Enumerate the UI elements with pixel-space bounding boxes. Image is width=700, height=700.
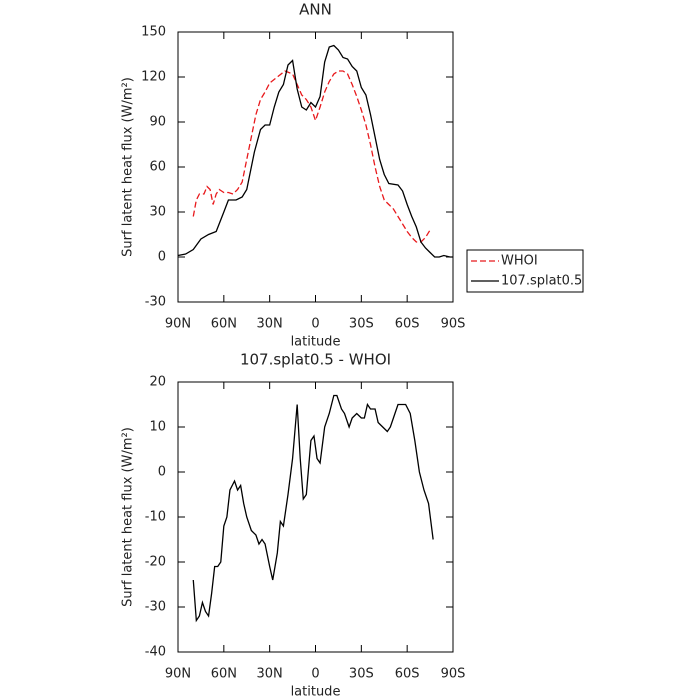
- y-tick-label: -20: [145, 555, 166, 570]
- legend-label: 107.splat0.5: [501, 274, 582, 289]
- data-line: [192, 394, 434, 623]
- y-tick-label: 60: [149, 160, 166, 175]
- x-tick-label: 90N: [165, 317, 191, 332]
- x-tick-label: 30N: [257, 667, 283, 682]
- x-tick-label: 90S: [441, 667, 466, 682]
- y-tick-label: 120: [141, 70, 166, 85]
- data-line: [192, 70, 431, 243]
- y-tick-label: 30: [149, 205, 166, 220]
- y-tick-label: -40: [145, 645, 166, 660]
- x-tick-label: 60N: [211, 317, 237, 332]
- x-tick-label: 30N: [257, 317, 283, 332]
- x-tick-label: 90N: [165, 667, 191, 682]
- y-tick-label: 20: [149, 375, 166, 390]
- y-axis-label: Surf latent heat flux (W/m²): [121, 427, 136, 607]
- x-tick-label: 60S: [395, 317, 420, 332]
- chart-title: ANN: [299, 1, 332, 19]
- legend-box: [466, 249, 584, 293]
- plot-frame: [177, 31, 454, 303]
- y-tick-label: 90: [149, 115, 166, 130]
- x-tick-label: 90S: [441, 317, 466, 332]
- y-tick-label: 0: [158, 250, 166, 265]
- y-tick-label: -30: [145, 295, 166, 310]
- x-tick-label: 30S: [349, 317, 374, 332]
- y-tick-label: 10: [149, 420, 166, 435]
- y-tick-label: -30: [145, 600, 166, 615]
- y-axis-label: Surf latent heat flux (W/m²): [121, 77, 136, 257]
- chart-title: 107.splat0.5 - WHOI: [240, 351, 391, 369]
- x-tick-label: 0: [311, 667, 319, 682]
- x-tick-label: 60N: [211, 667, 237, 682]
- y-tick-label: 150: [141, 25, 166, 40]
- x-tick-label: 0: [311, 317, 319, 332]
- x-axis-label: latitude: [291, 335, 341, 350]
- data-line: [177, 44, 453, 258]
- y-tick-label: 0: [158, 465, 166, 480]
- x-axis-label: latitude: [291, 685, 341, 700]
- x-tick-label: 60S: [395, 667, 420, 682]
- legend-label: WHOI: [501, 254, 538, 269]
- x-tick-label: 30S: [349, 667, 374, 682]
- y-tick-label: -10: [145, 510, 166, 525]
